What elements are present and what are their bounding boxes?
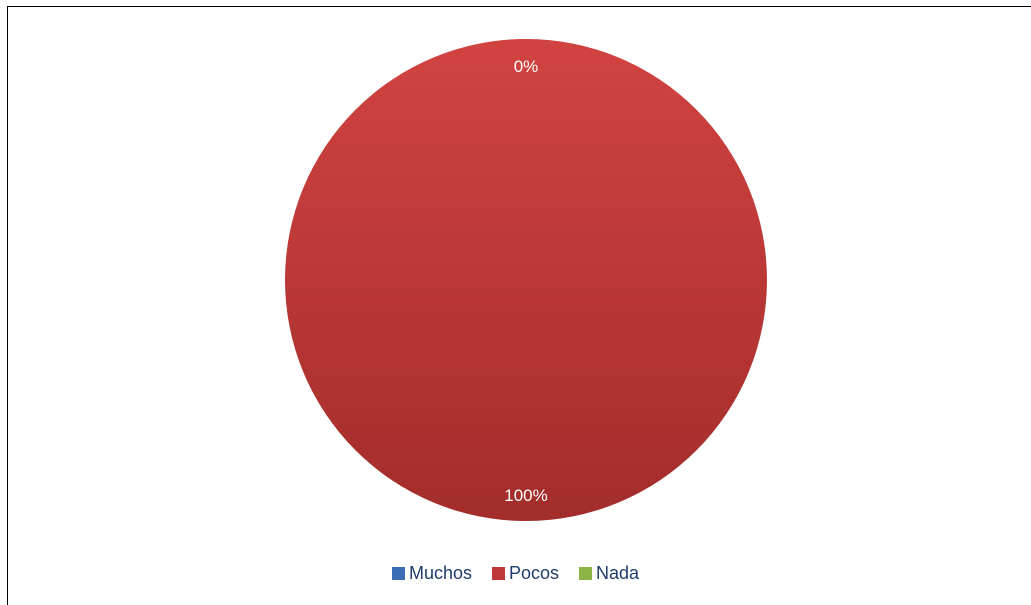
legend-swatch <box>491 567 505 580</box>
legend-item-nada: Nada <box>579 563 639 584</box>
chart-legend: Muchos Pocos Nada <box>0 563 1031 584</box>
legend-item-pocos: Pocos <box>491 563 560 584</box>
chart-frame <box>7 6 1031 605</box>
pie-slices <box>285 39 767 521</box>
legend-item-muchos: Muchos <box>391 563 472 584</box>
data-label-muchos: 0% <box>514 57 539 76</box>
legend-label: Pocos <box>508 563 560 583</box>
pie-slice-pocos <box>285 39 767 521</box>
legend-swatch <box>579 567 593 580</box>
legend-swatch <box>391 567 405 580</box>
legend-label: Nada <box>596 563 640 583</box>
data-label-pocos: 100% <box>504 486 547 505</box>
legend-label: Muchos <box>408 563 472 583</box>
pie-data-labels: 0% 100% <box>504 57 547 505</box>
